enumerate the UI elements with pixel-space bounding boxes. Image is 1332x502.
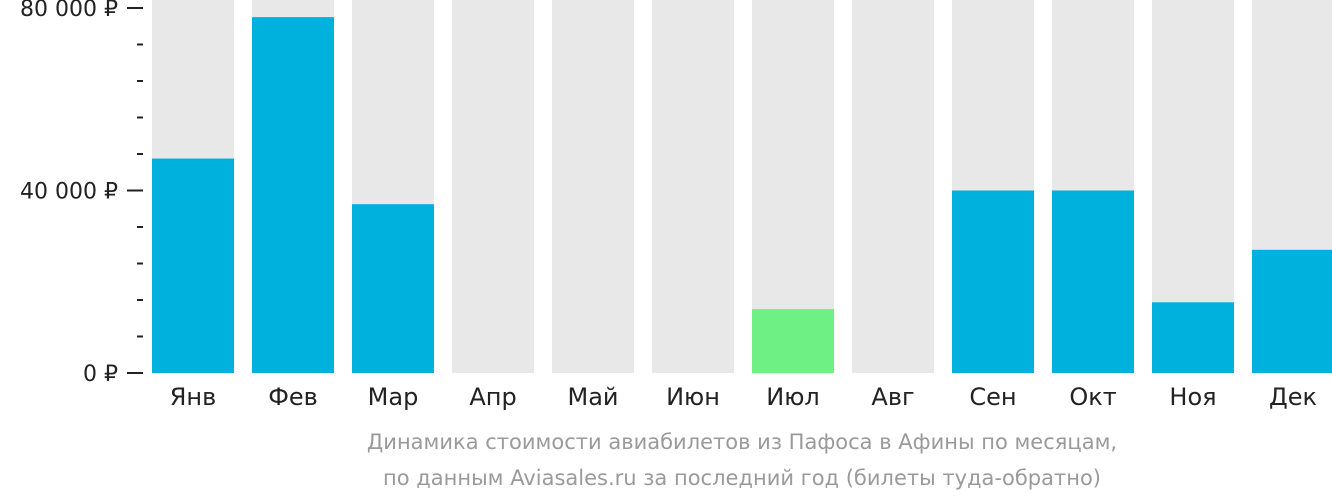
x-tick-label: Окт (1069, 383, 1116, 411)
bar (1252, 249, 1332, 373)
x-axis-labels: Янв Фев Мар Апр Май Июн Июл Авг Сен Окт Ноя Дек (170, 383, 1317, 411)
bar-track (852, 0, 934, 373)
bar (352, 204, 434, 373)
x-tick-label: Авг (871, 383, 914, 411)
bar (1152, 302, 1234, 373)
chart-caption-line-1: Динамика стоимости авиабилетов из Пафоса… (366, 430, 1118, 454)
chart-caption-line-2: по данным Aviasales.ru за последний год … (383, 466, 1101, 490)
x-tick-label: Май (567, 383, 618, 411)
bar (952, 190, 1034, 373)
bar-track (652, 0, 734, 373)
y-tick-label: 80 000 ₽ (20, 0, 118, 22)
bar (1052, 190, 1134, 373)
x-tick-label: Ноя (1169, 383, 1216, 411)
bars (152, 17, 1332, 373)
x-tick-label: Мар (368, 383, 419, 411)
x-tick-label: Янв (170, 383, 217, 411)
bar-track (552, 0, 634, 373)
bar-track (452, 0, 534, 373)
x-tick-label: Апр (469, 383, 516, 411)
y-tick-label: 40 000 ₽ (20, 180, 118, 205)
x-tick-label: Июл (766, 383, 820, 411)
bar (752, 309, 834, 373)
bar (252, 17, 334, 373)
y-tick-label: 0 ₽ (83, 362, 118, 387)
x-tick-label: Фев (268, 383, 318, 411)
y-axis: 0 ₽ 40 000 ₽ 80 000 ₽ (20, 0, 143, 387)
bar (152, 158, 234, 373)
x-tick-label: Дек (1269, 383, 1317, 411)
x-tick-label: Июн (666, 383, 720, 411)
x-tick-label: Сен (969, 383, 1016, 411)
price-bar-chart: 0 ₽ 40 000 ₽ 80 000 ₽ Янв Фев Мар Апр Май Июн Ию… (20, 0, 1332, 411)
